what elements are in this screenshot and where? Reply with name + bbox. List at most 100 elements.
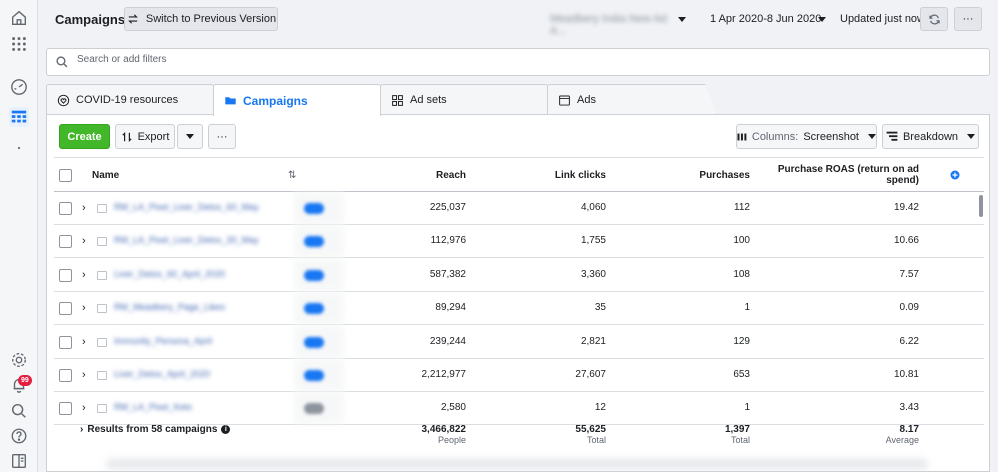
column-header-purchases[interactable]: Purchases xyxy=(699,170,750,181)
row-checkbox[interactable] xyxy=(59,369,72,382)
ads-manager-table-icon[interactable] xyxy=(9,107,29,127)
column-header-purchase-roas[interactable]: Purchase ROAS (return on ad spend) xyxy=(774,164,919,186)
table-row[interactable]: › RM_LA_Pixel_Liver_Detox_30_May 112,976 1,… xyxy=(54,225,984,259)
reports-panel-icon[interactable] xyxy=(9,451,29,471)
cell-purchase-roas: 6.22 xyxy=(899,335,919,347)
cell-purchase-roas: 3.43 xyxy=(899,402,919,414)
column-header-link-clicks[interactable]: Link clicks xyxy=(554,170,606,181)
info-icon[interactable]: i xyxy=(221,425,231,434)
campaign-folder-icon xyxy=(97,270,107,280)
table-header: Name ⇅ Reach Link clicks Purchases Purch… xyxy=(54,157,984,192)
chevron-down-icon xyxy=(186,134,194,139)
row-checkbox[interactable] xyxy=(59,268,72,282)
campaign-folder-icon xyxy=(97,204,107,213)
campaign-name-link[interactable]: RM_LA_Pixel_Liver_Detox_30_May xyxy=(114,235,259,246)
tab-ads[interactable]: Ads xyxy=(547,84,717,115)
home-icon[interactable] xyxy=(9,8,29,28)
campaigns-panel: Create Export ··· Columns: Screenshot Br… xyxy=(46,114,990,472)
table-row[interactable]: › Immunity_Persona_April 239,244 2,821 129 6.… xyxy=(54,325,984,359)
chevron-right-icon[interactable]: › xyxy=(82,268,86,281)
cell-purchases: 129 xyxy=(733,335,750,347)
cell-purchases: 112 xyxy=(734,202,750,213)
chevron-right-icon[interactable]: › xyxy=(82,202,86,214)
search-icon[interactable] xyxy=(9,401,29,421)
campaign-status-toggle[interactable] xyxy=(304,403,324,415)
dot-icon xyxy=(9,138,29,158)
campaign-name-link[interactable]: Immunity_Persona_April xyxy=(114,335,213,346)
chevron-right-icon: › xyxy=(80,424,84,435)
chevron-right-icon[interactable]: › xyxy=(82,402,86,415)
refresh-button[interactable] xyxy=(920,7,948,31)
account-selector[interactable]: Meadbery India New Ad A... xyxy=(550,13,667,37)
chevron-right-icon[interactable]: › xyxy=(82,369,86,381)
campaign-name-link[interactable]: RM_Meadbery_Page_Likes xyxy=(114,302,226,313)
campaign-folder-icon xyxy=(97,337,107,347)
table-row[interactable]: › Liver_Detox_April_2020 2,212,977 27,607 65… xyxy=(54,359,984,392)
summary-expand[interactable]: › Results from 58 campaigns i xyxy=(80,424,231,435)
table-row[interactable]: › Liver_Detox_60_April_2020 587,382 3,360 10… xyxy=(54,258,984,292)
campaign-status-toggle[interactable] xyxy=(304,269,324,281)
toolbar-more-button[interactable]: ··· xyxy=(208,124,236,149)
table-row[interactable]: › RM_LA_Pixel_Liver_Detox_60_May 225,037 4,… xyxy=(54,192,984,225)
campaign-status-toggle[interactable] xyxy=(304,370,324,381)
campaign-name-link[interactable]: Liver_Detox_April_2020 xyxy=(114,369,211,379)
apps-grid-icon[interactable] xyxy=(9,34,29,54)
select-all-checkbox[interactable] xyxy=(59,169,72,182)
campaign-name-link[interactable]: Liver_Detox_60_April_2020 xyxy=(114,268,226,279)
table-row[interactable]: › RM_Meadbery_Page_Likes 89,294 35 1 0.09 xyxy=(54,292,984,326)
chevron-right-icon[interactable]: › xyxy=(82,235,86,248)
create-button[interactable]: Create xyxy=(59,124,110,149)
summary-reach-unit: People xyxy=(437,435,466,445)
row-checkbox[interactable] xyxy=(59,402,72,416)
campaign-name-link[interactable]: RM_LA_Pixel_Keto xyxy=(114,402,193,413)
cell-reach: 225,037 xyxy=(429,202,466,213)
settings-gear-icon[interactable] xyxy=(9,350,29,370)
dashboard-gauge-icon[interactable] xyxy=(9,77,29,97)
export-dropdown-button[interactable] xyxy=(177,124,203,149)
columns-prefix: Columns: xyxy=(751,130,799,143)
breakdown-button[interactable]: Breakdown xyxy=(882,124,979,149)
tab-label: Campaigns xyxy=(243,93,308,108)
tab-ad-sets[interactable]: Ad sets xyxy=(380,84,548,115)
tab-campaigns[interactable]: Campaigns xyxy=(213,84,381,116)
campaign-status-toggle[interactable] xyxy=(304,303,324,315)
header-more-button[interactable]: ··· xyxy=(954,7,982,31)
summary-roas-unit: Average xyxy=(885,435,919,445)
date-chevron-down-icon[interactable] xyxy=(818,17,826,22)
tab-covid-resources[interactable]: COVID-19 resources xyxy=(46,84,214,115)
date-range-selector[interactable]: 1 Apr 2020-8 Jun 2020 xyxy=(710,13,822,25)
summary-purchases-unit: Total xyxy=(730,435,750,445)
campaign-status-toggle[interactable] xyxy=(304,203,324,214)
row-checkbox[interactable] xyxy=(59,235,72,249)
chevron-right-icon[interactable]: › xyxy=(82,335,86,348)
tab-label: COVID-19 resources xyxy=(76,94,179,106)
chevron-right-icon[interactable]: › xyxy=(82,302,86,315)
campaign-status-toggle[interactable] xyxy=(304,336,324,348)
sort-icon[interactable]: ⇅ xyxy=(288,170,297,181)
summary-roas-value: 8.17 xyxy=(899,424,919,435)
table-scrollbar[interactable] xyxy=(979,195,983,217)
table-row[interactable]: › RM_LA_Pixel_Keto 2,580 12 1 3.43 xyxy=(54,392,984,426)
columns-button[interactable]: Columns: Screenshot xyxy=(736,124,877,149)
row-checkbox[interactable] xyxy=(59,202,72,215)
add-column-plus-icon[interactable] xyxy=(950,170,960,180)
account-chevron-down-icon[interactable] xyxy=(678,17,686,22)
switch-version-button[interactable]: Switch to Previous Version xyxy=(124,7,278,31)
page-title: Campaigns xyxy=(55,12,126,27)
columns-icon xyxy=(737,133,747,140)
campaign-name-link[interactable]: RM_LA_Pixel_Liver_Detox_60_May xyxy=(114,202,259,212)
cell-link-clicks: 12 xyxy=(594,402,606,414)
campaign-folder-icon xyxy=(97,404,107,414)
row-checkbox[interactable] xyxy=(59,335,72,349)
breakdown-icon xyxy=(886,131,898,141)
column-header-reach[interactable]: Reach xyxy=(435,170,466,181)
cell-purchase-roas: 7.57 xyxy=(899,268,919,280)
summary-reach-value: 3,466,822 xyxy=(421,424,467,435)
row-checkbox[interactable] xyxy=(59,302,72,316)
campaign-status-toggle[interactable] xyxy=(304,236,324,248)
search-input[interactable] xyxy=(77,54,957,65)
columns-value: Screenshot xyxy=(803,130,859,143)
export-button[interactable]: Export xyxy=(115,124,175,149)
help-icon[interactable] xyxy=(9,426,29,446)
column-header-name[interactable]: Name xyxy=(92,170,120,181)
